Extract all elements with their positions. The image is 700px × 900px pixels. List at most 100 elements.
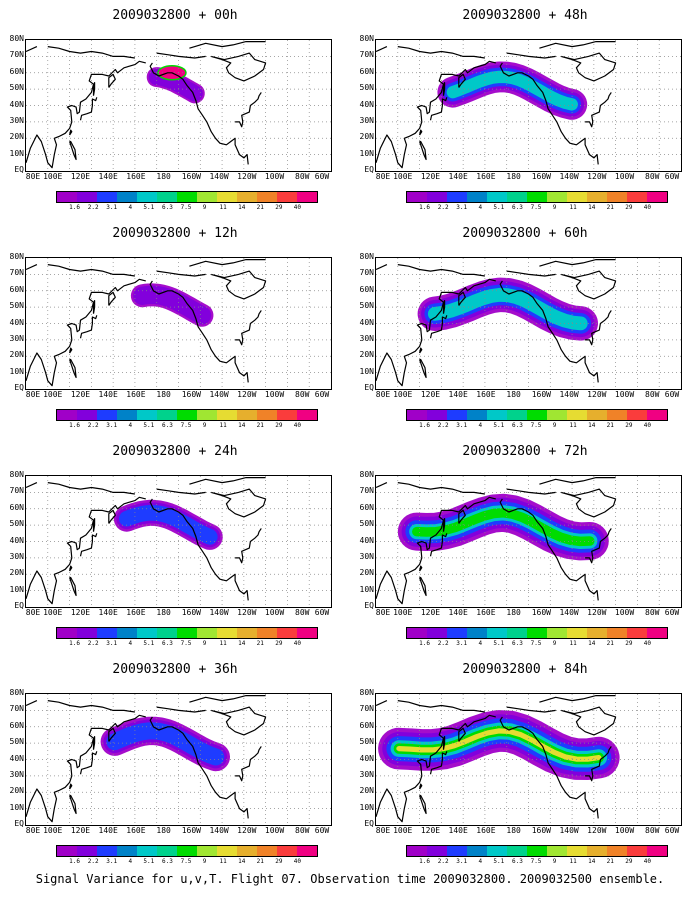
legend-swatch bbox=[547, 628, 567, 638]
legend-value-label: 7.5 bbox=[530, 204, 542, 211]
legend-swatch bbox=[527, 192, 547, 202]
legend-value-label: 11 bbox=[569, 422, 577, 429]
latitude-tick-label: 40N bbox=[359, 753, 374, 763]
longitude-tick-label: 160W bbox=[181, 826, 201, 835]
legend-swatch bbox=[237, 628, 257, 638]
coastline bbox=[69, 347, 73, 354]
longitude-tick-label: 80E bbox=[25, 172, 41, 181]
coastline bbox=[539, 259, 616, 267]
coastline bbox=[429, 97, 448, 121]
legend-swatch bbox=[407, 410, 427, 420]
longitude-tick-label: 120W bbox=[587, 172, 607, 181]
legend-value-label: 5.1 bbox=[143, 640, 155, 647]
coastline bbox=[376, 482, 388, 489]
longitude-tick-label: 140E bbox=[98, 826, 118, 835]
legend-swatch bbox=[507, 410, 527, 420]
latitude-tick-label: 50N bbox=[359, 737, 374, 747]
latitude-tick-label: 70N bbox=[359, 268, 374, 278]
legend-labels: 1.6 2.2 3.1 4 5.1 6.3 7.5 9 11 14 21 29 40 bbox=[406, 422, 666, 432]
map-area bbox=[375, 257, 682, 390]
legend-value-label: 5.1 bbox=[493, 204, 505, 211]
legend-swatch bbox=[297, 846, 317, 856]
legend-swatch bbox=[427, 846, 447, 856]
coastline bbox=[442, 82, 446, 96]
legend-value-label: 21 bbox=[256, 204, 264, 211]
legend-swatch bbox=[157, 628, 177, 638]
latitude-tick-label: 30N bbox=[359, 333, 374, 343]
legend-value-label: 14 bbox=[588, 422, 596, 429]
legend-swatch bbox=[607, 410, 627, 420]
legend-value-label: 7.5 bbox=[180, 858, 192, 865]
legend-swatch bbox=[547, 410, 567, 420]
latitude-tick-label: 60N bbox=[359, 502, 374, 512]
latitude-tick-label: 70N bbox=[9, 268, 24, 278]
latitude-tick-label: 40N bbox=[359, 99, 374, 109]
legend-swatch bbox=[447, 846, 467, 856]
legend-value-label: 5.1 bbox=[493, 640, 505, 647]
legend-value-label: 7.5 bbox=[530, 422, 542, 429]
legend-value-label: 6.3 bbox=[512, 422, 523, 429]
map-panel: 2009032800 + 84h 80N 70N 60N 50N 40N 30N 20N 10N… bbox=[350, 654, 700, 876]
longitude-tick-label: 140E bbox=[448, 608, 468, 617]
legend-value-label: 14 bbox=[238, 858, 246, 865]
legend-swatch bbox=[157, 192, 177, 202]
legend-labels: 1.6 2.2 3.1 4 5.1 6.3 7.5 9 11 14 21 29 40 bbox=[56, 422, 316, 432]
latitude-tick-label: 70N bbox=[359, 50, 374, 60]
longitude-tick-label: 100E bbox=[393, 172, 413, 181]
longitude-tick-label: 100W bbox=[614, 608, 635, 617]
coastline bbox=[506, 270, 556, 277]
legend-swatch bbox=[297, 192, 317, 202]
legend-swatch bbox=[117, 410, 137, 420]
coastline bbox=[79, 315, 98, 339]
map-panel: 2009032800 + 00h 80N 70N 60N 50N 40N 30N 20N 10N… bbox=[0, 0, 350, 222]
longitude-tick-label: 120E bbox=[420, 608, 441, 617]
legend-swatch bbox=[257, 410, 277, 420]
coastline bbox=[561, 270, 617, 300]
legend-value-label: 14 bbox=[588, 204, 596, 211]
longitude-tick-label: 120W bbox=[237, 608, 257, 617]
legend-value-label: 40 bbox=[643, 858, 652, 865]
legend-swatch bbox=[507, 846, 527, 856]
legend-swatch bbox=[567, 410, 587, 420]
legend-swatch bbox=[277, 846, 297, 856]
legend-swatch bbox=[97, 628, 117, 638]
map-plot bbox=[26, 40, 331, 171]
legend-value-label: 9 bbox=[552, 858, 557, 865]
legend-swatch bbox=[137, 192, 157, 202]
legend-swatch bbox=[217, 628, 237, 638]
latitude-tick-label: 60N bbox=[9, 720, 24, 730]
legend-value-label: 2.2 bbox=[437, 640, 449, 647]
legend-value-label: 2.2 bbox=[87, 204, 99, 211]
coastline bbox=[442, 518, 446, 532]
legend-swatch bbox=[407, 192, 427, 202]
longitude-tick-label: 60W bbox=[664, 390, 680, 399]
latitude-labels: 80N 70N 60N 50N 40N 30N 20N 10N EQ bbox=[350, 34, 375, 176]
legend-value-label: 40 bbox=[643, 422, 652, 429]
latitude-tick-label: 10N bbox=[9, 148, 24, 158]
legend-swatch bbox=[407, 628, 427, 638]
coastline bbox=[69, 358, 77, 379]
legend-swatch bbox=[467, 410, 487, 420]
legend-value-label: 9 bbox=[552, 204, 557, 211]
coastline bbox=[429, 751, 448, 775]
longitude-tick-label: 160E bbox=[476, 390, 496, 399]
legend-swatch bbox=[527, 410, 547, 420]
color-legend bbox=[406, 409, 668, 421]
legend-swatch bbox=[237, 410, 257, 420]
longitude-tick-label: 100E bbox=[393, 826, 413, 835]
legend-value-label: 11 bbox=[219, 422, 227, 429]
legend-value-label: 2.2 bbox=[87, 422, 99, 429]
coastline bbox=[79, 533, 98, 557]
coastline bbox=[189, 695, 266, 703]
coastline bbox=[108, 291, 116, 306]
map-area bbox=[375, 39, 682, 172]
longitude-tick-label: 180 bbox=[506, 172, 521, 181]
latitude-tick-label: 60N bbox=[359, 720, 374, 730]
legend-labels: 1.6 2.2 3.1 4 5.1 6.3 7.5 9 11 14 21 29 40 bbox=[56, 858, 316, 868]
legend-swatch bbox=[97, 192, 117, 202]
latitude-tick-label: EQ bbox=[364, 819, 374, 828]
latitude-tick-label: 10N bbox=[359, 802, 374, 812]
legend-value-label: 3.1 bbox=[106, 422, 118, 429]
legend-value-label: 6.3 bbox=[162, 422, 173, 429]
legend-swatch bbox=[487, 628, 507, 638]
